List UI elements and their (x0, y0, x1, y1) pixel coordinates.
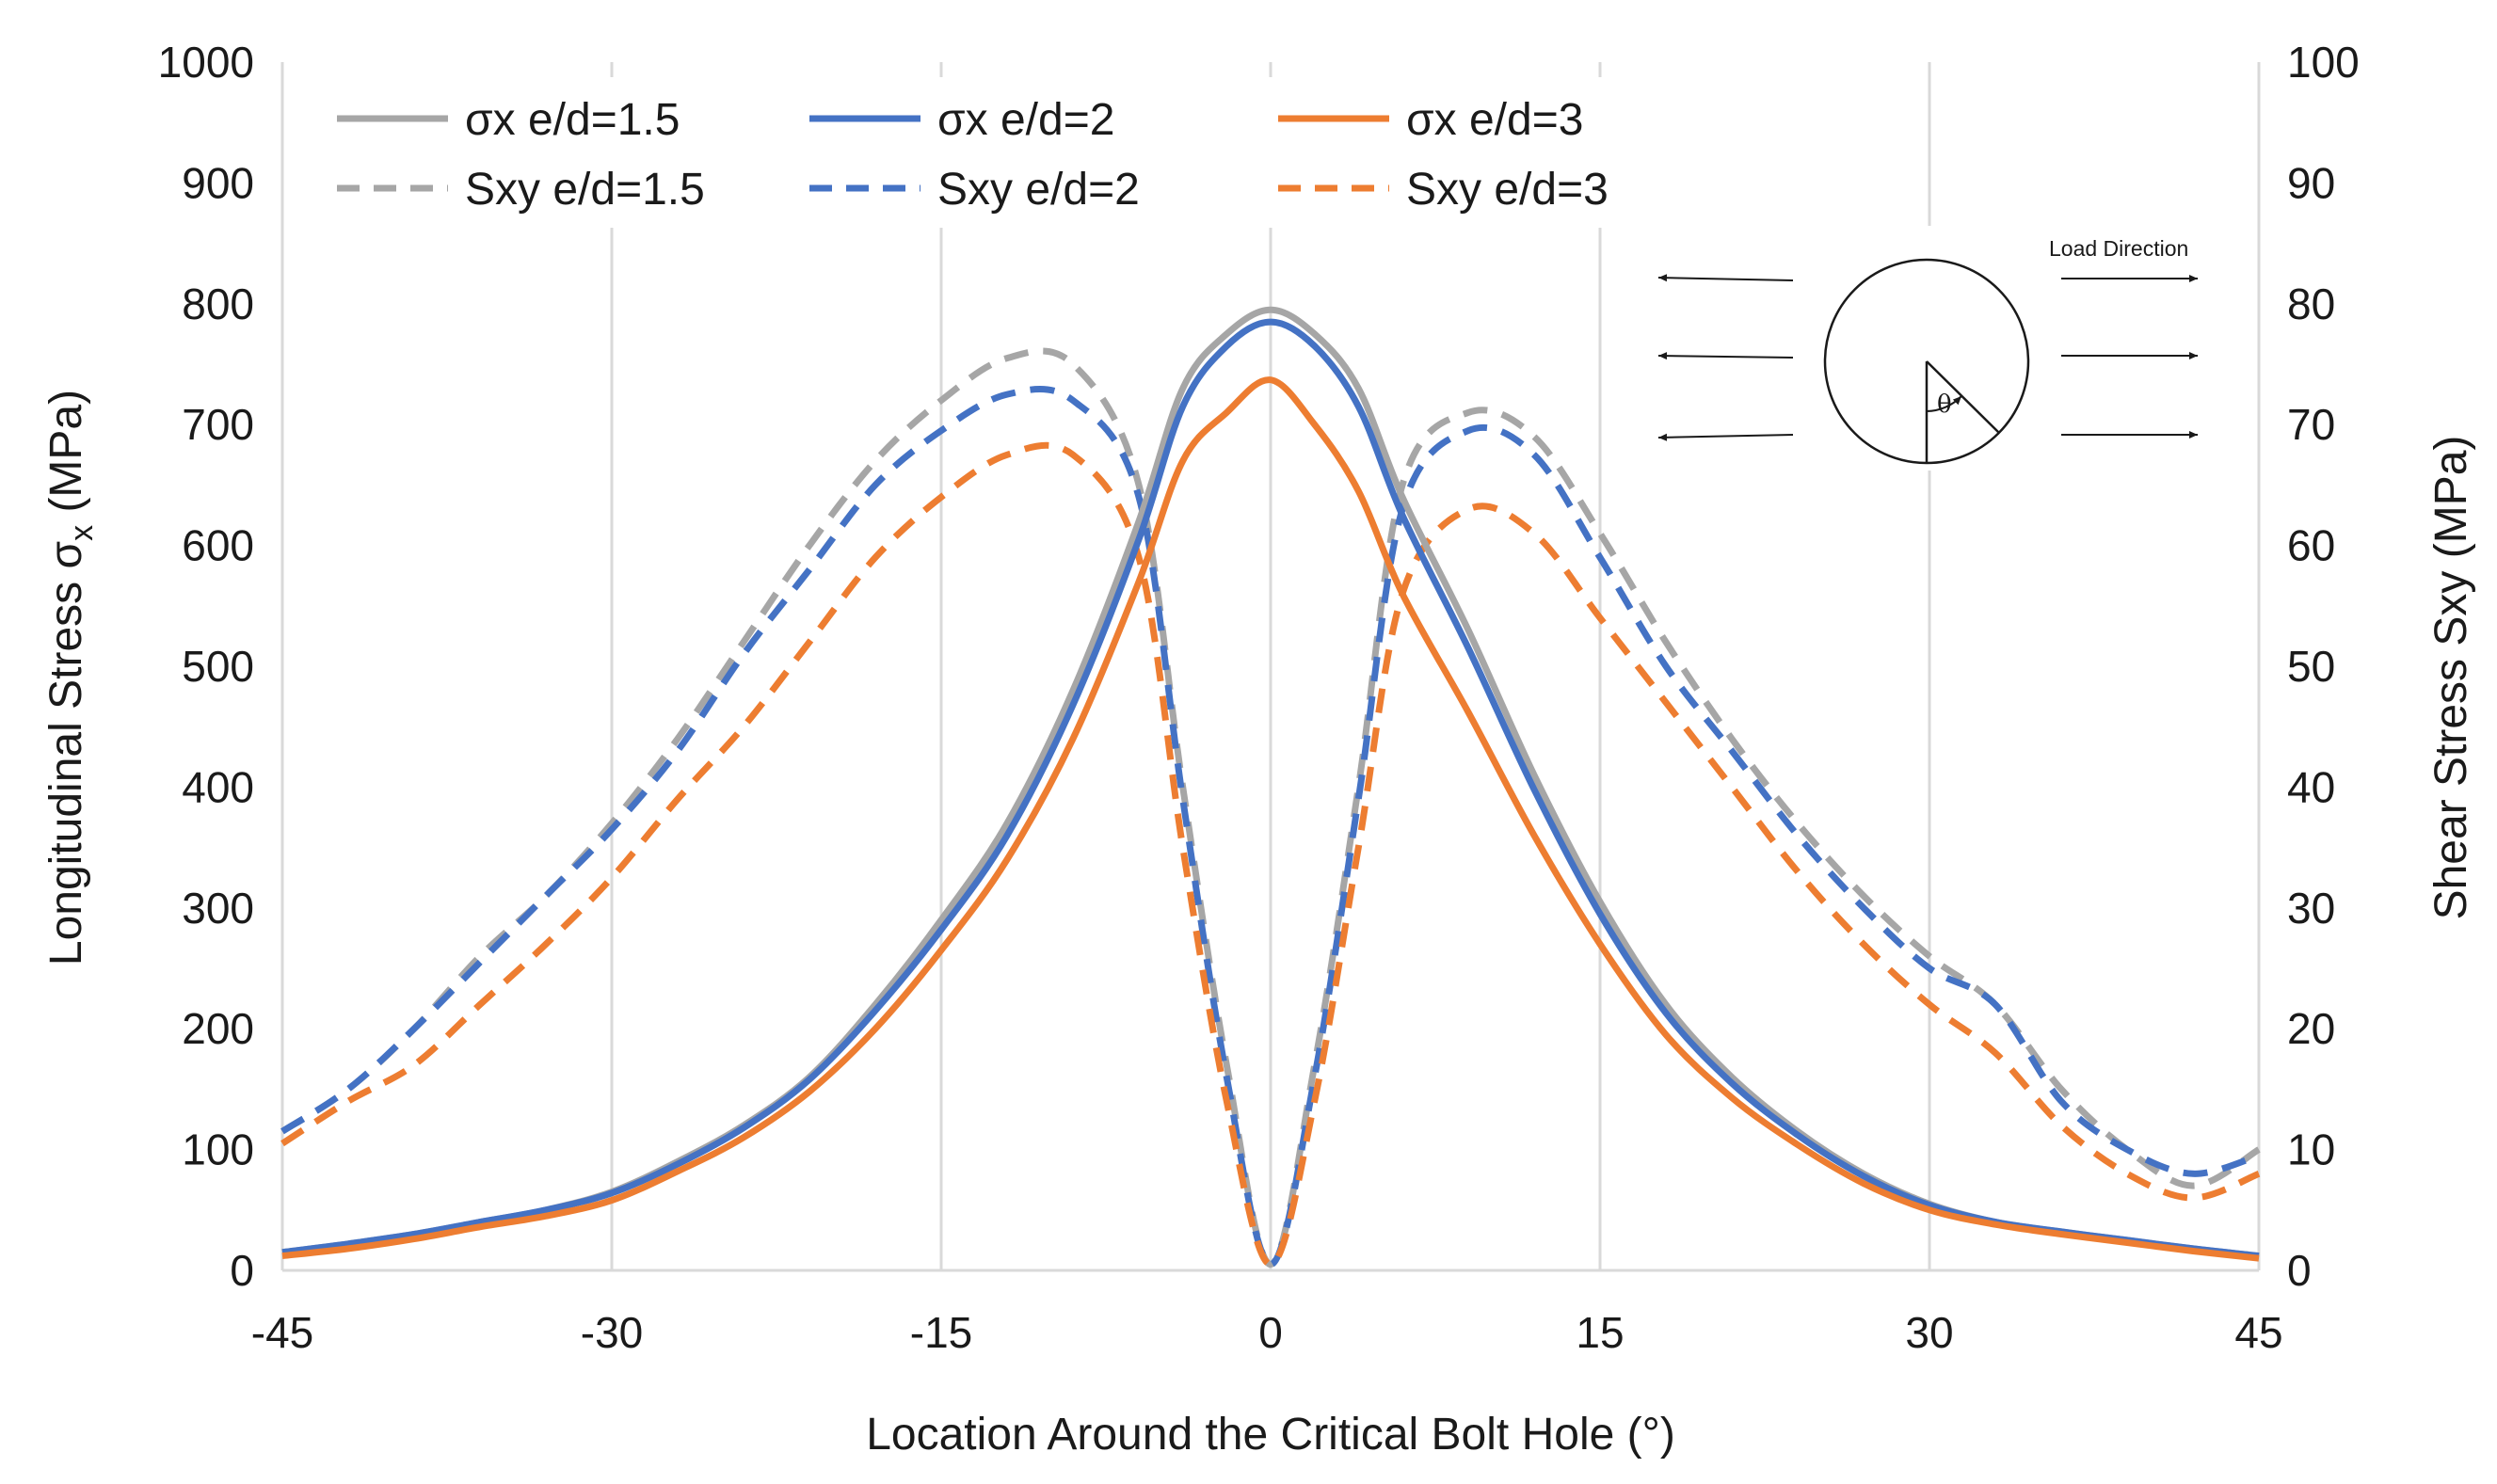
legend-label-0: σx e/d=1.5 (465, 95, 680, 145)
angle-arc (1926, 395, 1962, 412)
y-left-tick-label-4: 400 (182, 762, 254, 811)
y-right-tick-label-6: 60 (2287, 521, 2335, 570)
y-right-tick-label-8: 80 (2287, 279, 2335, 328)
series-line-1 (281, 318, 2260, 1260)
load-arrow-left-top (1657, 274, 1794, 282)
y-left-tick-label-5: 500 (182, 642, 254, 691)
y-right-tick-label-5: 50 (2287, 642, 2335, 691)
legend-background (320, 77, 1675, 228)
legend-label-1: σx e/d=2 (937, 95, 1114, 145)
tick-labels: -45 -30 -15 0 15 30 45010020030040050060070080… (158, 38, 2360, 1357)
legend-label-3: Sxy e/d=1.5 (465, 165, 705, 215)
load-arrow-left-middle (1657, 352, 1794, 360)
load-arrow-left-bottom (1657, 433, 1794, 441)
x-tick-label-2: -15 (910, 1308, 972, 1357)
bolt-hole-inset-diagram: θ Load Direction (1647, 226, 2249, 471)
y-right-tick-label-7: 70 (2287, 400, 2335, 449)
y-left-tick-label-6: 600 (182, 521, 254, 570)
y-right-tick-label-0: 0 (2287, 1246, 2312, 1295)
x-tick-label-5: 30 (1905, 1308, 1953, 1357)
angle-theta-label: θ (1937, 391, 1952, 419)
x-tick-label-6: 45 (2234, 1308, 2282, 1357)
y-axis-left-title-main: Longitudinal Stress σ (41, 541, 91, 965)
x-axis-title: Location Around the Critical Bolt Hole (… (866, 1410, 1675, 1460)
inset-background (1647, 226, 2249, 471)
y-left-tick-label-8: 800 (182, 279, 254, 328)
series-layer (280, 306, 2261, 1269)
x-tick-label-4: 15 (1576, 1308, 1624, 1357)
y-right-tick-label-3: 30 (2287, 884, 2335, 933)
bolt-hole-angled-radius (1926, 360, 2000, 434)
series-line-5 (280, 441, 2261, 1269)
series-line-2 (281, 376, 2260, 1262)
legend-label-4: Sxy e/d=2 (937, 165, 1140, 215)
grid-layer (280, 62, 2261, 1270)
legend-label-5: Sxy e/d=3 (1406, 165, 1609, 215)
x-tick-label-0: -45 (251, 1308, 313, 1357)
y-right-tick-label-1: 10 (2287, 1125, 2335, 1174)
y-axis-left-title-unit: (MPa) (41, 390, 91, 525)
y-right-tick-label-10: 100 (2287, 38, 2360, 87)
y-left-tick-label-0: 0 (230, 1246, 254, 1295)
y-left-tick-label-1: 100 (182, 1125, 254, 1174)
y-axis-right-title: Shear Stress Sxy (MPa) (2426, 436, 2476, 920)
y-axis-left-title: Longitudinal Stress σx (MPa) (41, 390, 100, 965)
y-left-tick-label-9: 900 (182, 158, 254, 207)
y-left-tick-label-10: 1000 (158, 38, 254, 87)
x-tick-label-1: -30 (581, 1308, 643, 1357)
x-tick-label-3: 0 (1258, 1308, 1283, 1357)
y-left-tick-label-3: 300 (182, 884, 254, 933)
series-line-4 (280, 386, 2261, 1269)
y-left-tick-label-7: 700 (182, 400, 254, 449)
y-axis-left-title-subscript: x (64, 525, 100, 541)
legend: σx e/d=1.5 σx e/d=2 σx e/d=3 Sxy e/d=1.5 Sxy… (337, 95, 1609, 215)
y-right-tick-label-2: 20 (2287, 1004, 2335, 1053)
y-right-tick-label-4: 40 (2287, 762, 2335, 811)
legend-label-2: σx e/d=3 (1406, 95, 1583, 145)
y-right-tick-label-9: 90 (2287, 158, 2335, 207)
series-line-3 (280, 347, 2261, 1269)
y-left-tick-label-2: 200 (182, 1004, 254, 1053)
load-direction-label: Load Direction (2049, 236, 2188, 261)
